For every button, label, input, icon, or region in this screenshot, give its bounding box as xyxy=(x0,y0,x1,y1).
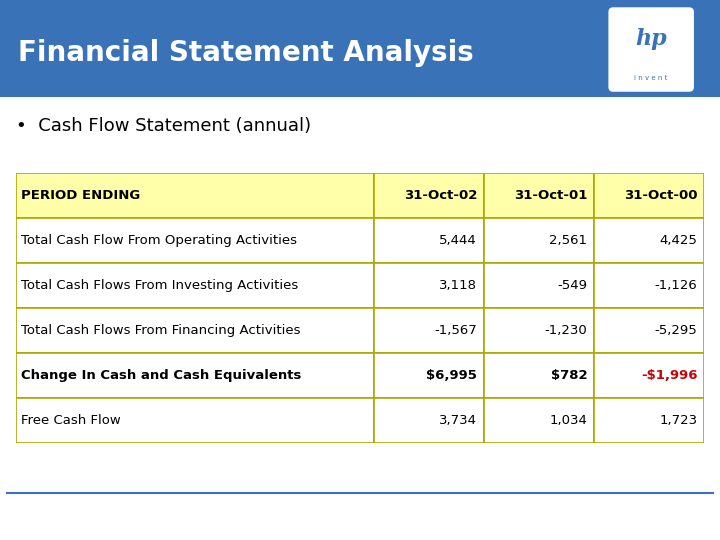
Bar xyxy=(374,218,484,263)
FancyBboxPatch shape xyxy=(608,8,694,92)
Bar xyxy=(594,308,704,353)
Bar xyxy=(374,173,484,218)
Text: Change In Cash and Cash Equivalents: Change In Cash and Cash Equivalents xyxy=(22,369,302,382)
Text: Total Cash Flow From Operating Activities: Total Cash Flow From Operating Activitie… xyxy=(22,234,297,247)
Bar xyxy=(374,398,484,443)
Bar xyxy=(484,173,594,218)
Bar xyxy=(594,263,704,308)
Text: 31-Oct-02: 31-Oct-02 xyxy=(404,189,477,202)
Text: hp: hp xyxy=(635,29,667,50)
Text: 5,444: 5,444 xyxy=(439,234,477,247)
Bar xyxy=(16,308,374,353)
Text: 3,118: 3,118 xyxy=(439,279,477,292)
Text: 1,034: 1,034 xyxy=(549,414,587,427)
Text: i n v e n t: i n v e n t xyxy=(634,75,668,81)
Text: 1,723: 1,723 xyxy=(659,414,697,427)
Text: Free Cash Flow: Free Cash Flow xyxy=(22,414,121,427)
Bar xyxy=(484,218,594,263)
Text: -$1,996: -$1,996 xyxy=(641,369,697,382)
Text: 31-Oct-01: 31-Oct-01 xyxy=(514,189,587,202)
Bar xyxy=(484,398,594,443)
Text: 3,734: 3,734 xyxy=(439,414,477,427)
Bar xyxy=(16,263,374,308)
Bar xyxy=(594,353,704,398)
Text: $782: $782 xyxy=(551,369,587,382)
Text: -5,295: -5,295 xyxy=(654,324,697,337)
Bar xyxy=(484,353,594,398)
Bar xyxy=(16,353,374,398)
Text: 2,561: 2,561 xyxy=(549,234,587,247)
Bar xyxy=(374,353,484,398)
Text: PERIOD ENDING: PERIOD ENDING xyxy=(22,189,140,202)
Text: Total Cash Flows From Financing Activities: Total Cash Flows From Financing Activiti… xyxy=(22,324,301,337)
Text: Total Cash Flows From Investing Activities: Total Cash Flows From Investing Activiti… xyxy=(22,279,299,292)
Text: 4,425: 4,425 xyxy=(660,234,697,247)
Bar xyxy=(16,173,374,218)
Text: Financial Statement Analysis: Financial Statement Analysis xyxy=(18,39,474,68)
Bar xyxy=(484,308,594,353)
Bar xyxy=(374,263,484,308)
Text: 31-Oct-00: 31-Oct-00 xyxy=(624,189,697,202)
Text: $6,995: $6,995 xyxy=(426,369,477,382)
Text: -1,567: -1,567 xyxy=(434,324,477,337)
Bar xyxy=(594,173,704,218)
Bar xyxy=(594,398,704,443)
Text: -1,230: -1,230 xyxy=(544,324,587,337)
Bar xyxy=(484,263,594,308)
Bar xyxy=(594,218,704,263)
Text: •  Cash Flow Statement (annual): • Cash Flow Statement (annual) xyxy=(16,117,311,136)
Text: -1,126: -1,126 xyxy=(654,279,697,292)
Text: -549: -549 xyxy=(557,279,587,292)
Bar xyxy=(374,308,484,353)
Bar xyxy=(16,398,374,443)
Bar xyxy=(16,218,374,263)
